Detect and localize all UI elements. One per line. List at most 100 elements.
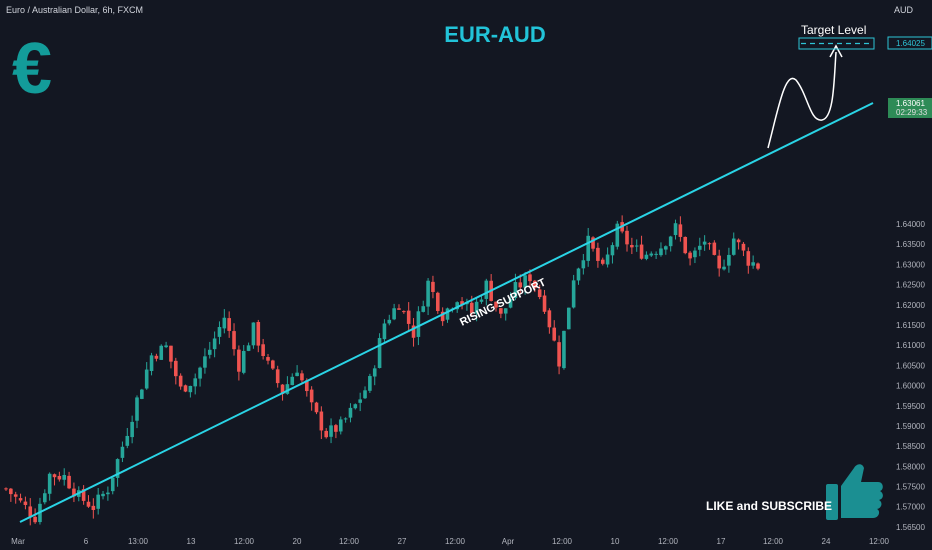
candle-body <box>227 318 231 331</box>
candle-body <box>241 351 246 373</box>
candle-body <box>178 375 183 387</box>
candle-body <box>164 345 168 348</box>
price-tick-label: 1.61500 <box>896 321 925 330</box>
candle-body <box>33 516 37 523</box>
candle-body <box>207 349 212 355</box>
candle-body <box>319 411 324 431</box>
candle-body <box>702 241 707 245</box>
candle-body <box>683 236 688 254</box>
candle-body <box>610 245 615 256</box>
target-price-value: 1.64025 <box>896 39 925 48</box>
candle-body <box>334 425 338 432</box>
candle-body <box>508 299 513 308</box>
candle-body <box>261 344 265 356</box>
time-axis[interactable]: Mar 6 13:00 13 12:00 20 12:00 27 12:00 Apr 12:00 10… <box>11 537 889 546</box>
candle-body <box>198 367 202 379</box>
candle-body <box>295 372 299 377</box>
candle-body <box>23 501 28 505</box>
candle-body <box>86 501 91 507</box>
like-subscribe-cta[interactable]: LIKE and SUBSCRIBE <box>706 499 832 513</box>
time-tick-label: 13:00 <box>128 537 149 546</box>
candle-body <box>455 302 459 310</box>
candle-body <box>479 299 484 302</box>
candle-body <box>440 311 445 322</box>
time-tick-label: 27 <box>398 537 407 546</box>
candle-body <box>586 235 590 261</box>
candle-body <box>106 492 110 495</box>
candle-body <box>581 260 586 269</box>
candle-body <box>222 317 227 329</box>
candle-body <box>596 247 600 261</box>
current-price-tag <box>888 98 932 118</box>
candle-body <box>372 368 377 377</box>
candle-body <box>673 223 678 236</box>
candle-body <box>377 338 382 368</box>
candle-body <box>513 282 518 299</box>
candle-body <box>188 385 193 393</box>
candle-body <box>552 327 557 341</box>
candle-body <box>484 280 489 299</box>
candle-body <box>411 325 416 338</box>
candle-body <box>431 281 435 292</box>
candle-body <box>668 236 673 247</box>
candle-body <box>678 224 683 237</box>
price-tick-label: 1.57000 <box>896 503 925 512</box>
candle-body <box>363 390 367 399</box>
candle-body <box>416 311 421 337</box>
candle-body <box>571 280 576 308</box>
time-tick-label: 12:00 <box>234 537 255 546</box>
candle-body <box>499 308 503 314</box>
candle-body <box>746 251 751 266</box>
candle-body <box>115 459 120 478</box>
candle-body <box>751 262 755 266</box>
candle-body <box>343 418 348 420</box>
candle-body <box>474 301 479 314</box>
candle-body <box>169 345 173 362</box>
time-tick-label: 17 <box>717 537 726 546</box>
time-tick-label: 24 <box>822 537 831 546</box>
thumbs-up-icon[interactable] <box>826 464 883 520</box>
candle-body <box>290 376 295 386</box>
candle-body <box>460 301 464 305</box>
candle-body <box>707 243 712 245</box>
projection-arrowhead <box>829 44 843 58</box>
time-tick-label: Mar <box>11 537 25 546</box>
projection-curve <box>767 51 837 149</box>
candle-body <box>130 421 134 438</box>
candle-body <box>256 322 261 346</box>
candle-body <box>397 308 401 310</box>
candle-body <box>566 307 571 330</box>
candle-body <box>722 266 726 270</box>
time-tick-label: Apr <box>502 537 515 546</box>
candle-body <box>387 319 392 324</box>
candle-body <box>125 435 130 446</box>
price-tick-label: 1.59500 <box>896 402 925 411</box>
candle-body <box>547 310 552 328</box>
candle-body <box>52 474 57 478</box>
price-tick-label: 1.56500 <box>896 523 925 532</box>
symbol-description[interactable]: Euro / Australian Dollar, 6h, FXCM <box>6 5 143 15</box>
candle-body <box>591 237 595 249</box>
time-tick-label: 6 <box>84 537 89 546</box>
price-tick-label: 1.62500 <box>896 281 925 290</box>
candle-body <box>96 494 100 509</box>
candle-body <box>193 378 198 387</box>
candle-body <box>494 301 498 308</box>
candle-body <box>664 246 668 250</box>
candle-body <box>203 356 207 368</box>
candle-body <box>557 342 561 367</box>
time-tick-label: 20 <box>293 537 302 546</box>
candle-body <box>736 239 741 243</box>
price-tick-label: 1.60500 <box>896 361 925 370</box>
candle-body <box>154 355 159 359</box>
candle-body <box>533 280 537 289</box>
candle-body <box>57 475 62 480</box>
candle-body <box>67 475 71 489</box>
candle-body <box>300 373 304 381</box>
candle-body <box>309 389 314 403</box>
candle-body <box>251 322 256 346</box>
candle-body <box>149 355 154 372</box>
price-axis[interactable]: 1.56500 1.57000 1.57500 1.58000 1.58500 1.590… <box>896 220 925 532</box>
candle-body <box>368 376 372 391</box>
